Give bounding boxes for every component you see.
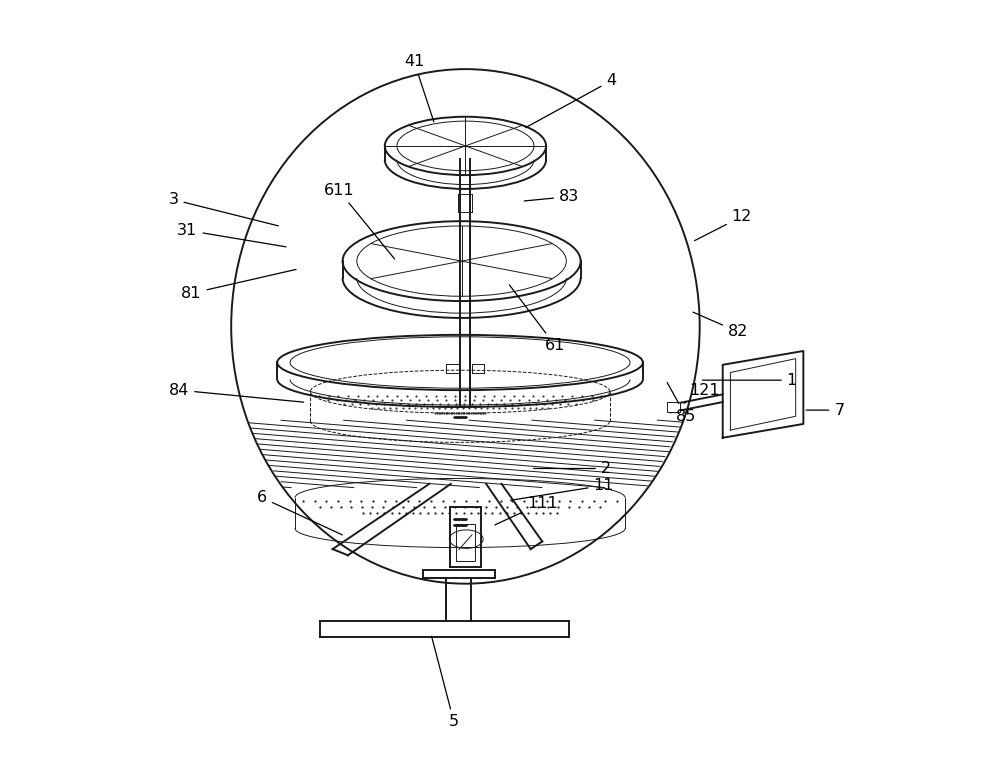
Text: 5: 5 — [432, 637, 459, 730]
Text: 4: 4 — [525, 73, 616, 127]
Text: 82: 82 — [693, 312, 748, 339]
Text: 81: 81 — [181, 270, 296, 301]
Text: 61: 61 — [509, 285, 565, 353]
Text: 83: 83 — [524, 189, 579, 204]
Text: 41: 41 — [404, 54, 434, 122]
Text: 3: 3 — [169, 192, 278, 226]
Text: 31: 31 — [177, 223, 286, 247]
Text: 7: 7 — [806, 402, 845, 418]
Text: 121: 121 — [684, 382, 720, 403]
Bar — [456, 524, 475, 561]
Text: 6: 6 — [257, 490, 342, 535]
Bar — [667, 402, 680, 412]
Text: 111: 111 — [495, 495, 558, 525]
Text: 11: 11 — [510, 478, 614, 500]
Text: 85: 85 — [667, 382, 696, 424]
Text: 2: 2 — [534, 461, 611, 476]
Text: 12: 12 — [694, 209, 752, 240]
Text: 84: 84 — [169, 382, 304, 402]
Text: 611: 611 — [323, 183, 395, 259]
Text: 1: 1 — [702, 372, 797, 388]
